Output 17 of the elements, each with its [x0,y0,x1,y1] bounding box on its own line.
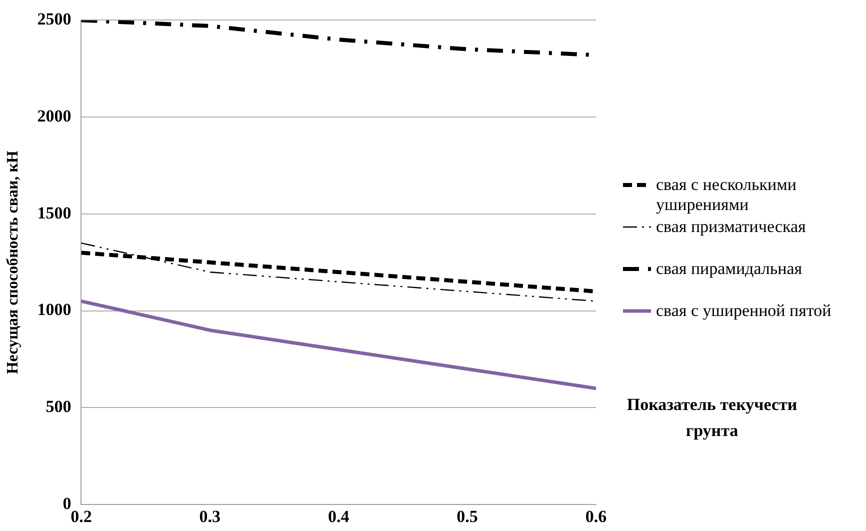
y-tick-label: 500 [46,397,72,416]
x-tick-label: 0.3 [199,507,221,526]
x-tick-label: 0.2 [70,507,92,526]
y-tick-label: 2500 [37,10,72,29]
x-tick-label: 0.6 [585,507,607,526]
line-series [81,242,596,302]
legend-label: свая призматическая [656,217,806,237]
y-tick-label: 1500 [37,203,72,222]
y-tick-label: 2000 [37,106,72,126]
x-tick-label: 0.5 [456,507,478,526]
y-axis-title: Несущая способность сваи, кН [4,150,22,374]
legend-label: свая с уширенной пятой [656,301,832,321]
legend-label: свая пирамидальная [656,259,802,279]
x-tick-label: 0.4 [328,507,350,526]
y-tick-label: 0 [62,494,72,513]
y-tick-label: 1000 [37,300,72,320]
x-axis-title: Показатель текучести грунта [626,394,798,442]
